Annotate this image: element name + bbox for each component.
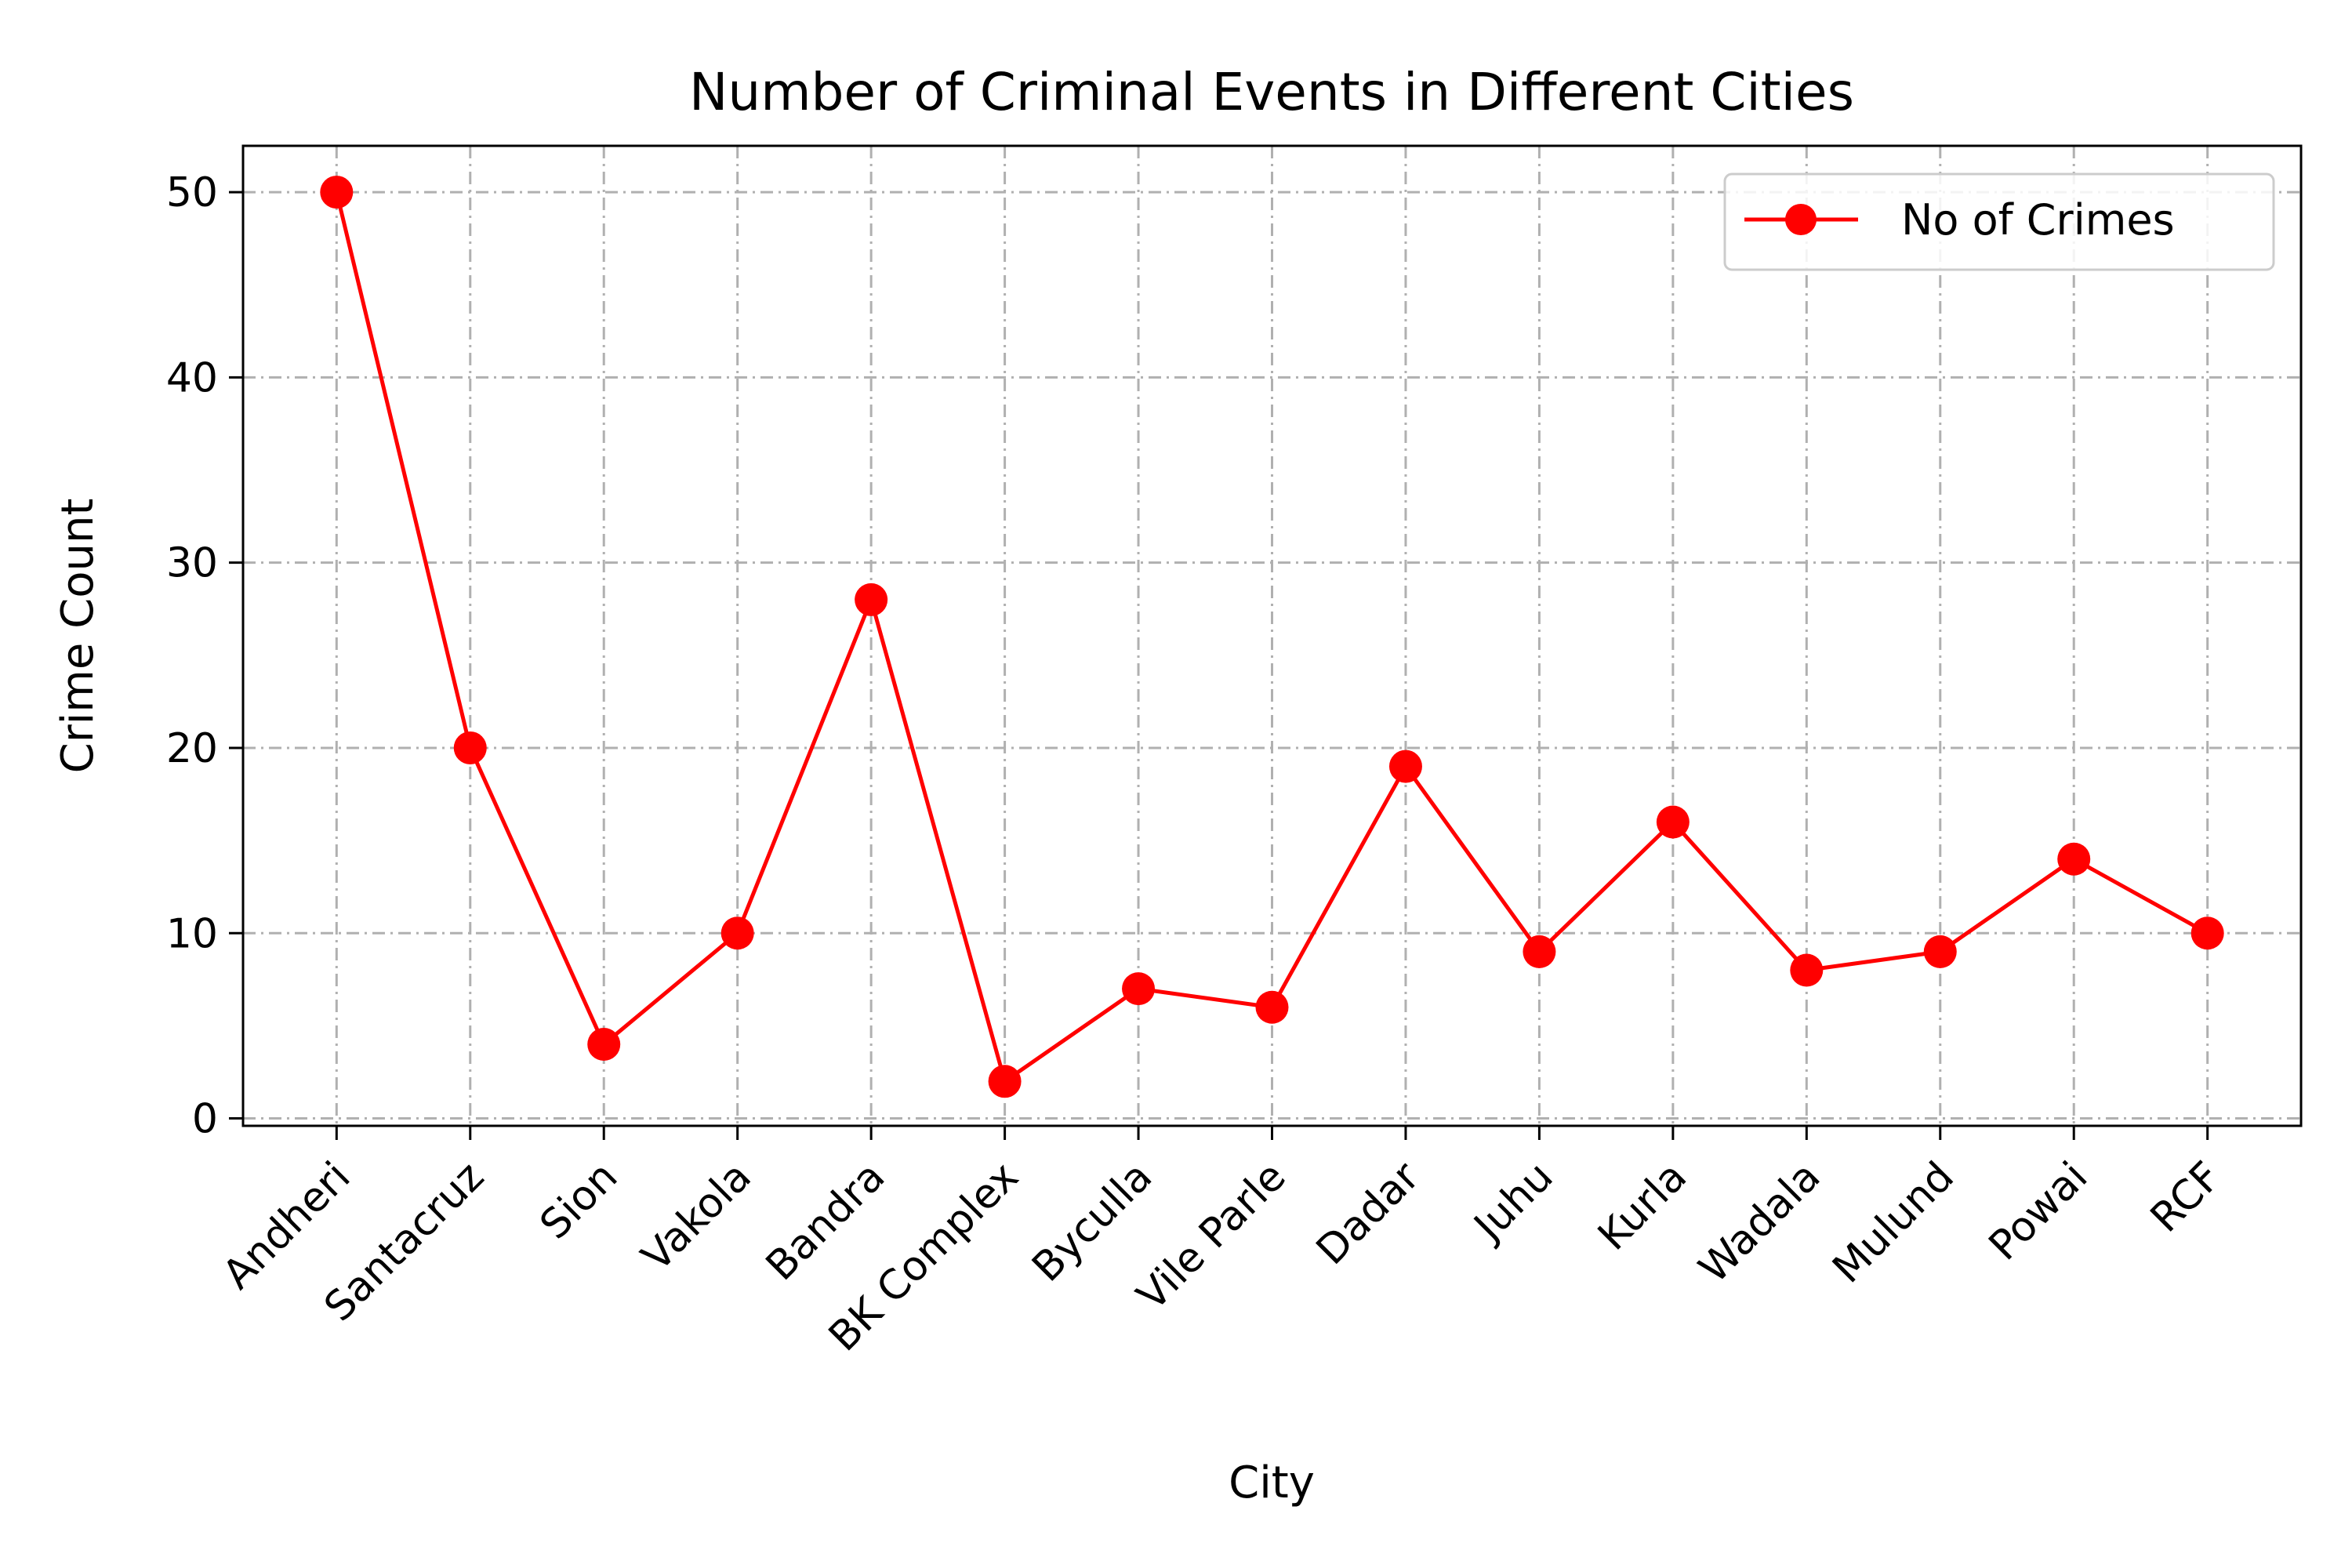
data-point xyxy=(2057,842,2091,876)
data-point xyxy=(855,583,888,616)
data-point xyxy=(1523,935,1556,968)
data-point xyxy=(453,731,487,764)
data-point xyxy=(1656,805,1690,839)
data-point xyxy=(720,916,754,950)
y-axis-ticks: 0 10 20 30 40 50 xyxy=(166,169,243,1143)
data-point xyxy=(1790,953,1824,987)
data-point xyxy=(1122,972,1156,1006)
y-tick-label: 0 xyxy=(192,1096,218,1143)
y-tick-label: 30 xyxy=(166,540,218,587)
legend-marker-swatch xyxy=(1785,204,1817,235)
data-point xyxy=(1388,750,1422,783)
data-point xyxy=(2190,916,2224,950)
data-point xyxy=(1923,935,1957,968)
legend: No of Crimes xyxy=(1723,172,2275,271)
data-point xyxy=(988,1065,1022,1098)
chart-title: Number of Criminal Events in Different C… xyxy=(689,62,1854,122)
y-tick-label: 10 xyxy=(166,910,218,957)
series-layer xyxy=(320,176,2224,1098)
x-axis-label: City xyxy=(1229,1457,1315,1508)
data-point xyxy=(1255,990,1289,1024)
legend-frame xyxy=(1723,172,2275,271)
y-axis-label: Crime Count xyxy=(53,499,103,774)
data-point xyxy=(320,176,354,209)
legend-label: No of Crimes xyxy=(1901,195,2175,245)
y-tick-label: 50 xyxy=(166,169,218,216)
y-tick-label: 40 xyxy=(166,354,218,401)
y-tick-label: 20 xyxy=(166,725,218,772)
data-point xyxy=(587,1028,621,1062)
